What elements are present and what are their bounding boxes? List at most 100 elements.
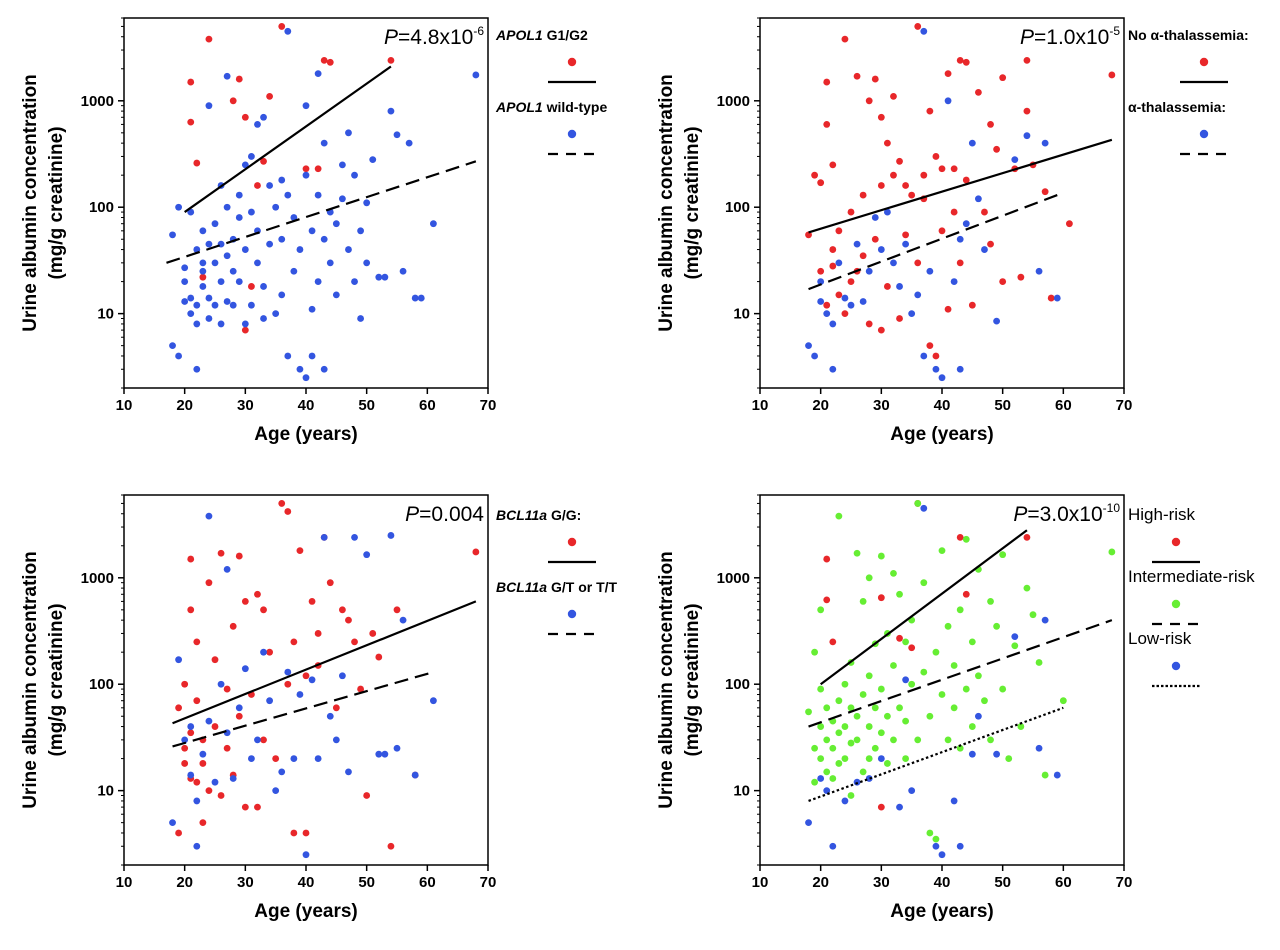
- data-point: [320, 533, 328, 541]
- data-point: [339, 195, 346, 203]
- data-point: [284, 508, 292, 515]
- data-point: [1041, 139, 1049, 147]
- data-point: [932, 648, 940, 656]
- data-layer: [805, 488, 1116, 859]
- data-point: [1066, 220, 1073, 228]
- data-point: [308, 352, 316, 360]
- chart-panel-4: 10 20 30 40 50 60 70 10 100 1000 Age (years) Urine …: [656, 488, 1255, 922]
- data-point: [993, 622, 1000, 630]
- data-point: [835, 259, 843, 267]
- data-point: [284, 668, 292, 676]
- data-point: [187, 294, 195, 302]
- legend-label-text: G1/G2: [547, 27, 588, 43]
- x-tick-label: 60: [419, 874, 436, 891]
- y-axis-title-line2: (mg/g creatinine): [682, 603, 703, 756]
- data-point: [211, 778, 219, 786]
- data-point: [363, 259, 371, 267]
- data-point: [811, 352, 818, 360]
- data-point: [345, 616, 352, 624]
- data-point: [811, 744, 818, 752]
- plot-frame: [123, 494, 489, 866]
- data-point: [205, 102, 213, 110]
- x-tick-label: 20: [812, 397, 829, 414]
- data-point: [877, 182, 885, 189]
- p-value-number: =0.004: [419, 503, 484, 526]
- data-point: [175, 352, 183, 360]
- data-point: [205, 512, 213, 520]
- data-point: [345, 129, 352, 137]
- data-point: [272, 310, 280, 318]
- data-point: [1011, 156, 1019, 164]
- data-point: [877, 113, 885, 121]
- data-point: [199, 750, 207, 758]
- data-point: [853, 240, 861, 248]
- data-point: [345, 246, 352, 253]
- p-value-prefix: P: [405, 503, 419, 526]
- data-point: [841, 797, 849, 805]
- data-point: [968, 750, 976, 758]
- y-axis-title-line1: Urine albumin concentration: [656, 551, 677, 809]
- data-point: [339, 606, 346, 614]
- data-point: [865, 775, 873, 782]
- data-point: [859, 598, 867, 605]
- legend-label-text: G/T or T/T: [551, 579, 618, 595]
- data-point: [956, 235, 964, 243]
- data-point: [314, 70, 322, 78]
- data-point: [823, 555, 831, 563]
- data-point: [223, 565, 231, 573]
- data-point: [351, 638, 358, 646]
- x-axis-title: Age (years): [890, 424, 994, 445]
- data-point: [223, 298, 231, 305]
- data-point: [914, 736, 922, 744]
- data-point: [284, 680, 292, 688]
- data-point: [968, 723, 976, 730]
- data-point: [278, 235, 286, 243]
- data-point: [248, 208, 255, 216]
- data-point: [841, 310, 849, 318]
- data-point: [187, 78, 195, 86]
- data-point: [260, 113, 267, 121]
- x-tick-label: 30: [237, 874, 254, 891]
- data-point: [320, 235, 328, 243]
- data-point: [884, 208, 891, 216]
- data-point: [181, 264, 189, 272]
- data-point: [254, 121, 261, 128]
- data-point: [1011, 642, 1019, 650]
- data-point: [254, 182, 261, 189]
- data-point: [308, 598, 316, 605]
- data-point: [1035, 659, 1043, 666]
- data-point: [950, 208, 958, 216]
- data-point: [217, 680, 225, 688]
- data-point: [823, 787, 831, 795]
- data-point: [871, 214, 879, 221]
- x-tick-label: 20: [812, 874, 829, 891]
- legend-label: α-thalassemia:: [1128, 99, 1226, 115]
- data-point: [430, 697, 437, 705]
- data-point: [817, 775, 825, 782]
- data-point: [181, 278, 189, 285]
- x-tick-label: 70: [1116, 874, 1133, 891]
- data-point: [908, 310, 916, 318]
- data-point: [871, 235, 879, 243]
- data-point: [241, 665, 249, 673]
- data-point: [993, 145, 1000, 153]
- data-point: [896, 704, 903, 712]
- y-tick-label: 100: [89, 676, 114, 693]
- data-point: [241, 598, 249, 605]
- data-point: [387, 56, 395, 64]
- data-point: [877, 803, 885, 811]
- data-point: [229, 97, 237, 105]
- data-point: [351, 533, 358, 541]
- legend-label-text: Low-risk: [1128, 629, 1192, 648]
- data-point: [902, 182, 909, 189]
- data-point: [169, 342, 176, 350]
- data-point: [835, 512, 843, 520]
- data-point: [908, 488, 915, 495]
- data-point: [241, 803, 249, 811]
- data-point: [363, 792, 371, 799]
- data-point: [1023, 107, 1031, 115]
- data-point: [853, 549, 861, 557]
- data-point: [229, 267, 237, 275]
- legend-label-italic: BCL11a: [496, 507, 551, 523]
- data-point: [865, 320, 873, 328]
